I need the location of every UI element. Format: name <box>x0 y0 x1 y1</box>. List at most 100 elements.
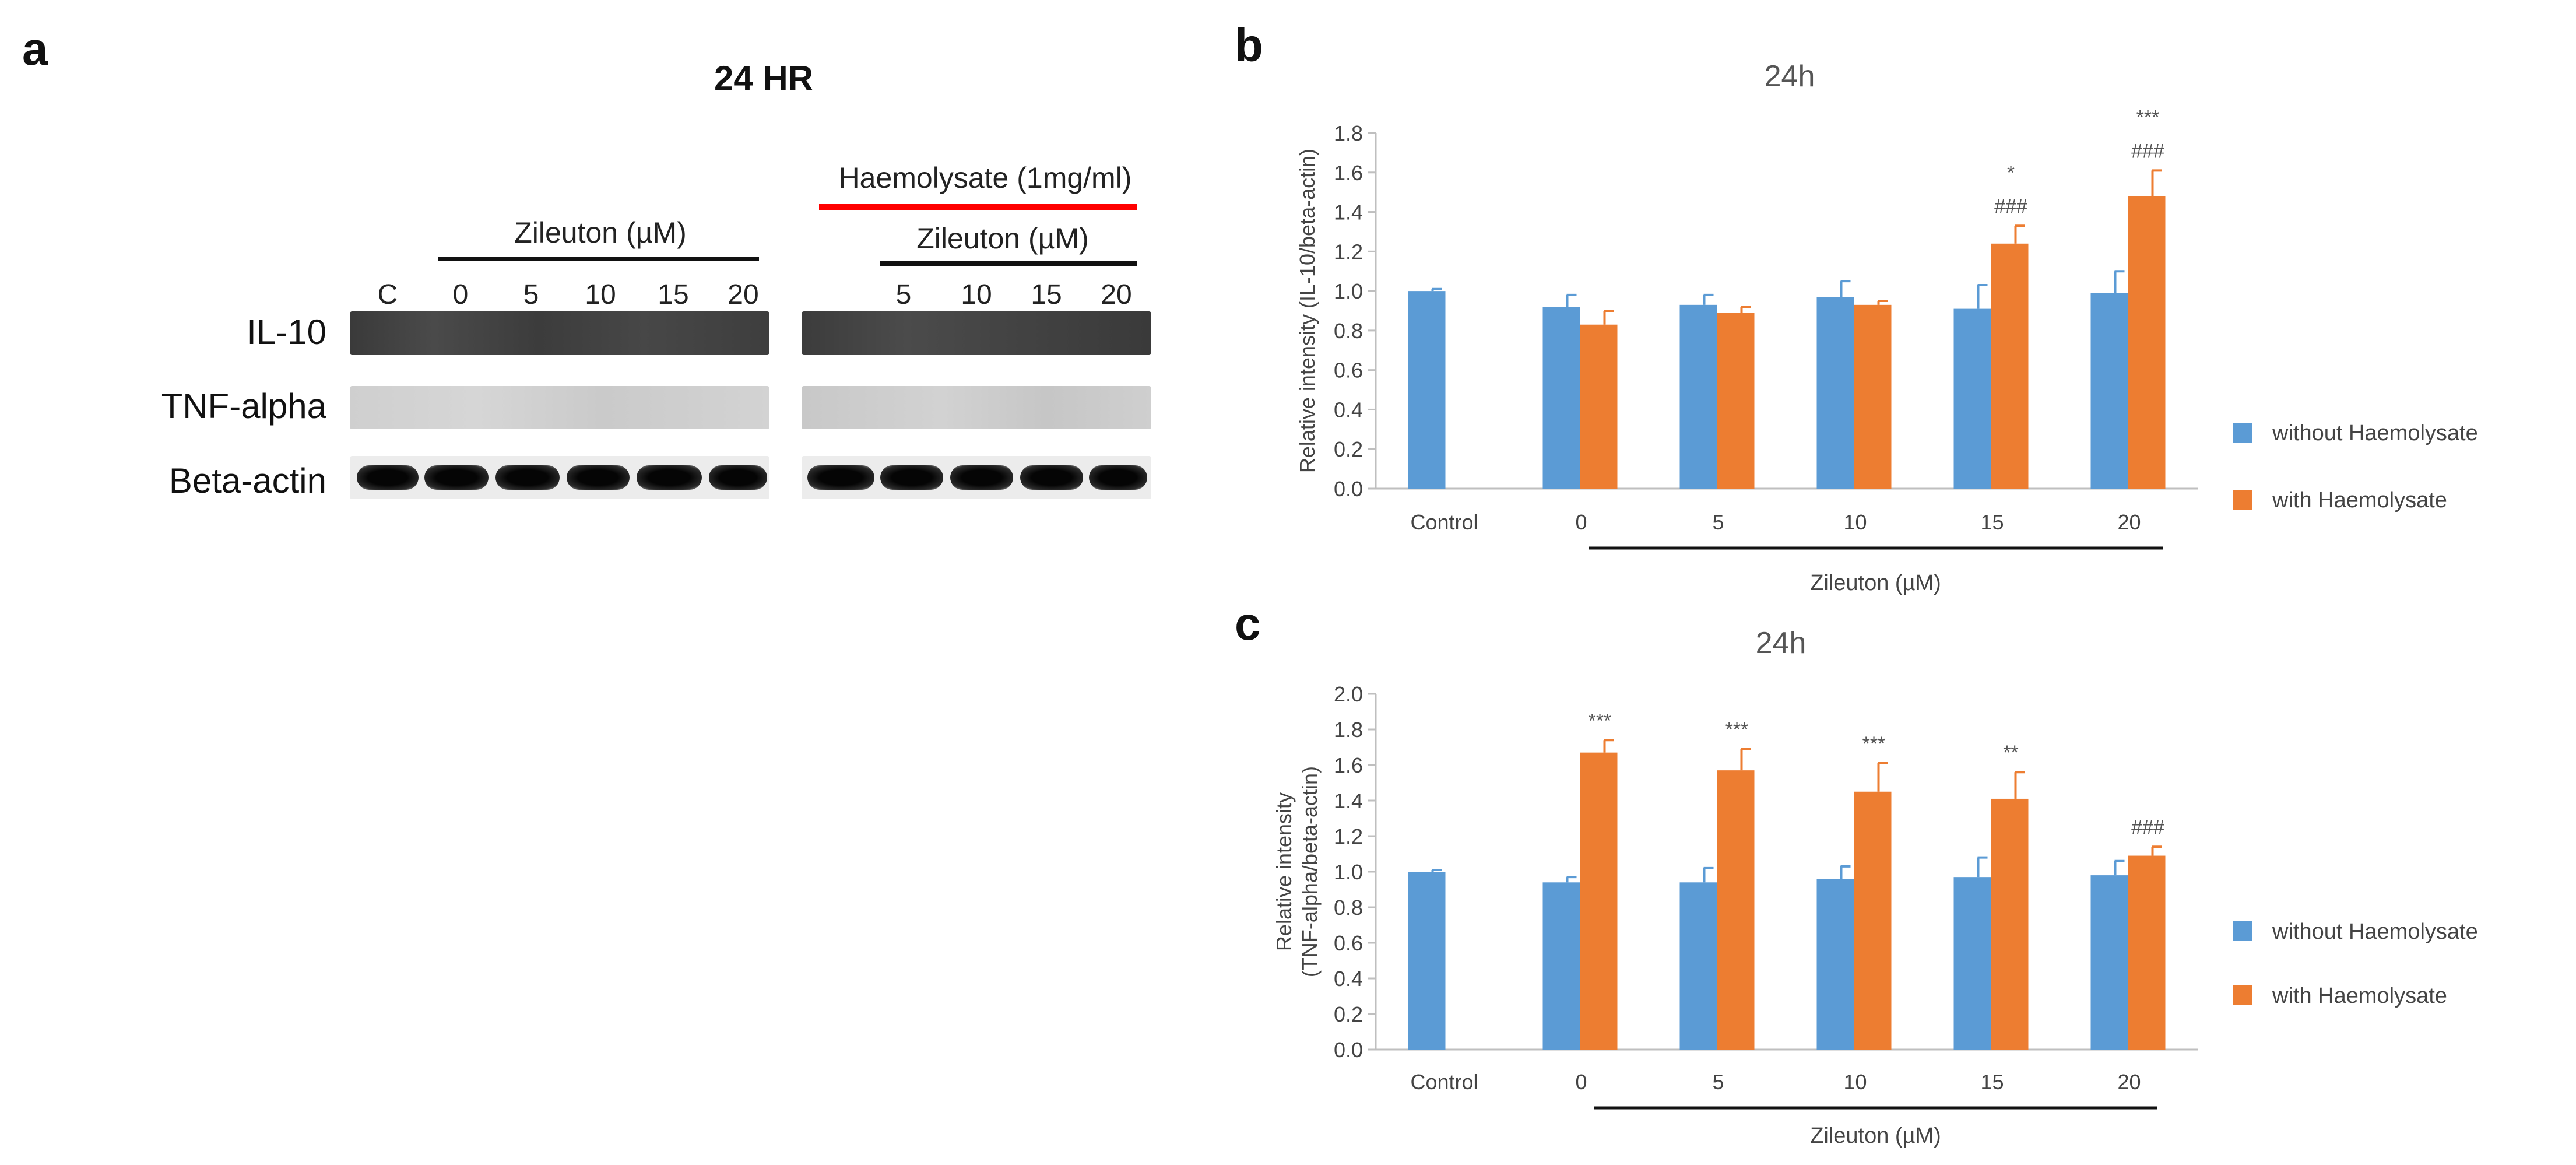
blot-strip-il10-left <box>350 311 769 355</box>
chart-c-y-tick-label: 1.4 <box>1334 789 1363 813</box>
chart-c-y-label-line: Relative intensity <box>1272 792 1296 951</box>
zileuton-label-right: Zileuton (µM) <box>916 222 1089 255</box>
chart-c-bar <box>1408 872 1446 1050</box>
actin-band <box>709 465 767 490</box>
zileuton-line-right <box>880 261 1137 266</box>
chart-c-y-tick-label: 1.2 <box>1334 824 1363 848</box>
chart-b-bar <box>1679 304 1717 489</box>
chart-c-legend-label: without Haemolysate <box>2272 920 2478 944</box>
chart-c-y-tick-label: 1.6 <box>1334 753 1363 777</box>
panel-c-letter: c <box>1235 598 1261 650</box>
chart-b-bar <box>2128 196 2166 489</box>
chart-b-category-label: 15 <box>1980 510 2004 534</box>
chart-b-y-tick-label: 0.4 <box>1334 398 1363 422</box>
chart-b-y-tick-label: 1.8 <box>1334 121 1363 145</box>
chart-c-bar <box>1991 798 2029 1050</box>
chart-c-category-label: 10 <box>1843 1070 1867 1094</box>
chart-c-y-tick-label: 0.8 <box>1334 896 1363 920</box>
actin-band <box>1020 465 1083 490</box>
lane-label: 15 <box>658 279 689 310</box>
chart-b-bar <box>1408 291 1446 489</box>
chart-b-bar <box>1717 313 1755 489</box>
chart-c-annotation: ** <box>2003 742 2018 764</box>
chart-c-bar <box>1580 752 1618 1050</box>
chart-c-category-label: Control <box>1410 1070 1478 1094</box>
chart-b-annotation: *** <box>2136 106 2160 128</box>
chart-c-bar <box>1679 882 1717 1050</box>
chart-c-bar <box>2090 875 2128 1050</box>
chart-c-bar <box>1854 791 1892 1050</box>
chart-b-annotation: ### <box>1994 195 2027 217</box>
chart-b-y-tick-label: 0.0 <box>1334 477 1363 501</box>
chart-b-x-label: Zileuton (µM) <box>1810 571 1941 595</box>
chart-b-category-label: 0 <box>1575 510 1587 534</box>
chart-b-annotation: * <box>2007 162 2015 184</box>
chart-c-legend-swatch <box>2233 985 2252 1005</box>
chart-b-legend-label: without Haemolysate <box>2272 421 2478 445</box>
chart-b-category-label: Control <box>1410 510 1478 534</box>
chart-c-annotation: *** <box>1862 733 1886 755</box>
chart-b-y-tick-label: 1.4 <box>1334 201 1363 224</box>
chart-c-title: 24h <box>1756 626 1807 660</box>
chart-b-title: 24h <box>1765 59 1815 93</box>
chart-b-y-label: Relative intensity (IL-10/beta-actin) <box>1295 149 1319 473</box>
chart-b-category-label: 10 <box>1843 510 1867 534</box>
actin-band <box>495 465 560 490</box>
chart-b-legend-label: with Haemolysate <box>2272 488 2447 513</box>
chart-c-y-tick-label: 1.0 <box>1334 860 1363 884</box>
blot-strip-tnf-left <box>350 386 769 429</box>
chart-c-y-label-line: (TNF-alpha/beta-actin) <box>1298 766 1322 977</box>
chart-b-bar <box>1953 308 1991 489</box>
panel-a-letter: a <box>22 23 48 75</box>
chart-b-bar <box>1816 297 1854 489</box>
chart-c-category-label: 0 <box>1575 1070 1587 1094</box>
row-label-il10: IL-10 <box>247 313 326 352</box>
chart-c-y-tick-label: 0.6 <box>1334 931 1363 955</box>
lane-label: 10 <box>585 279 616 310</box>
actin-band <box>424 465 489 490</box>
chart-b-y-tick-label: 1.2 <box>1334 240 1363 264</box>
actin-band <box>1089 465 1147 490</box>
lane-label: 20 <box>1101 279 1132 310</box>
lane-label: 5 <box>895 279 912 310</box>
chart-b-category-label: 5 <box>1712 510 1724 534</box>
chart-b-y-tick-label: 0.6 <box>1334 359 1363 383</box>
chart-c-y-tick-label: 0.4 <box>1334 967 1363 991</box>
chart-c-bar <box>1953 877 1991 1050</box>
chart-c-y-tick-label: 1.8 <box>1334 718 1363 742</box>
panel-b-letter: b <box>1235 19 1263 71</box>
chart-c-y-tick-label: 0.0 <box>1334 1038 1363 1062</box>
blot-strip-il10-right <box>802 311 1151 355</box>
zileuton-line-left <box>438 257 759 261</box>
blot-title: 24 HR <box>714 59 814 98</box>
chart-c-category-label: 20 <box>2117 1070 2141 1094</box>
lane-label: 15 <box>1031 279 1062 310</box>
actin-band <box>567 465 630 490</box>
lane-label: 5 <box>523 279 539 310</box>
chart-c-y-tick-label: 2.0 <box>1334 682 1363 706</box>
chart-b-y-tick-label: 0.8 <box>1334 319 1363 343</box>
chart-b-legend-swatch <box>2233 490 2252 510</box>
zileuton-label-left: Zileuton (µM) <box>514 216 687 249</box>
haemolysate-label: Haemolysate (1mg/ml) <box>838 162 1132 194</box>
chart-b-bar <box>1580 324 1618 489</box>
chart-b-y-tick-label: 0.2 <box>1334 437 1363 461</box>
chart-c-bar <box>1542 882 1580 1050</box>
chart-c-y-tick-label: 0.2 <box>1334 1002 1363 1026</box>
chart-c-bar <box>2128 855 2166 1050</box>
chart-b-bar <box>1542 307 1580 489</box>
chart-c-legend-label: with Haemolysate <box>2272 984 2447 1008</box>
chart-c-bar <box>1816 879 1854 1050</box>
row-label-actin: Beta-actin <box>168 461 326 500</box>
chart-c-annotation: *** <box>1589 710 1612 732</box>
chart-c-category-label: 15 <box>1980 1070 2004 1094</box>
actin-band <box>637 465 702 490</box>
row-label-tnf: TNF-alpha <box>161 387 326 426</box>
chart-c-x-label: Zileuton (µM) <box>1810 1124 1941 1148</box>
chart-b-annotation: ### <box>2131 140 2164 162</box>
actin-band <box>357 465 419 490</box>
chart-b-bar <box>2090 293 2128 489</box>
haemolysate-line <box>819 204 1137 210</box>
chart-c-category-label: 5 <box>1712 1070 1724 1094</box>
